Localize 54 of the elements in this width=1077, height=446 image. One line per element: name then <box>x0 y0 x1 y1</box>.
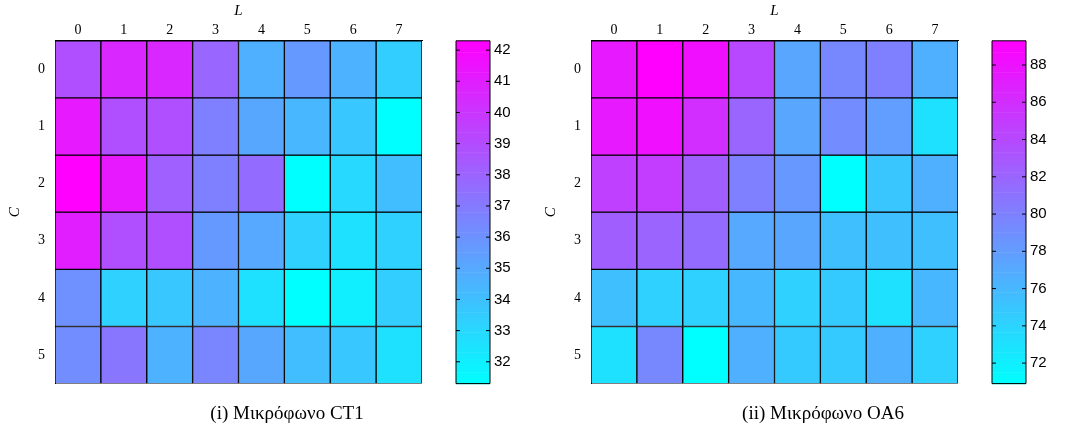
x-tick-label: 7 <box>395 22 403 38</box>
y-tick-label: 2 <box>574 175 581 191</box>
color-bar-label: 33 <box>494 320 511 338</box>
y-tick-label: 0 <box>38 61 45 77</box>
y-tick-label: 4 <box>574 289 581 305</box>
color-bar-label: 39 <box>494 133 511 151</box>
text: (ii) Μικρόφωνο OA6 <box>741 402 905 424</box>
x-tick-label: 6 <box>885 22 893 38</box>
color-bar-label: 37 <box>494 196 511 214</box>
x-tick-label: 6 <box>349 22 357 38</box>
y-axis-title: C <box>541 206 558 218</box>
x-tick-label: 5 <box>303 22 311 38</box>
x-tick-label: 3 <box>212 22 220 38</box>
x-tick-label: 5 <box>839 22 847 38</box>
x-tick-label: 1 <box>656 22 664 38</box>
y-axis-title: C <box>5 206 22 218</box>
y-tick-label: 1 <box>574 118 581 134</box>
x-tick-label: 2 <box>166 22 174 38</box>
color-bar-label: 41 <box>494 71 511 89</box>
x-axis-title: L <box>233 1 243 18</box>
y-tick-label: 2 <box>38 175 45 191</box>
color-bar-label: 82 <box>1030 166 1047 184</box>
y-tick-label: 3 <box>38 232 45 248</box>
y-tick-label: 3 <box>574 232 581 248</box>
color-bar-label: 84 <box>1030 129 1047 147</box>
color-bar-label: 40 <box>494 102 511 120</box>
x-tick-label: 4 <box>257 22 265 38</box>
color-bar-label: 72 <box>1030 353 1047 371</box>
text: (i) Μικρόφωνο CT1 <box>209 402 365 424</box>
x-tick-label: 2 <box>702 22 710 38</box>
x-tick-label: 3 <box>748 22 756 38</box>
color-bar-label: 86 <box>1030 92 1047 110</box>
x-tick-label: 1 <box>120 22 128 38</box>
color-bar-label: 78 <box>1030 241 1047 259</box>
color-bar-label: 74 <box>1030 315 1047 333</box>
color-bar-label: 42 <box>494 40 511 58</box>
color-bar-label: 38 <box>494 164 511 182</box>
color-bar-label: 36 <box>494 227 511 245</box>
x-tick-label: 7 <box>931 22 939 38</box>
y-tick-label: 0 <box>574 61 581 77</box>
color-bar-label: 34 <box>494 289 511 307</box>
color-bar-label: 35 <box>494 258 511 276</box>
x-axis-title: L <box>769 1 779 18</box>
color-bar-label: 76 <box>1030 278 1047 296</box>
y-tick-label: 4 <box>38 289 45 305</box>
y-tick-label: 1 <box>38 118 45 134</box>
x-tick-label: 0 <box>610 22 618 38</box>
color-bar-label: 88 <box>1030 55 1047 73</box>
y-tick-label: 5 <box>38 346 45 362</box>
color-bar-label: 32 <box>494 351 511 369</box>
x-tick-label: 0 <box>74 22 82 38</box>
color-bar-label: 80 <box>1030 204 1047 222</box>
x-tick-label: 4 <box>793 22 801 38</box>
y-tick-label: 5 <box>574 346 581 362</box>
